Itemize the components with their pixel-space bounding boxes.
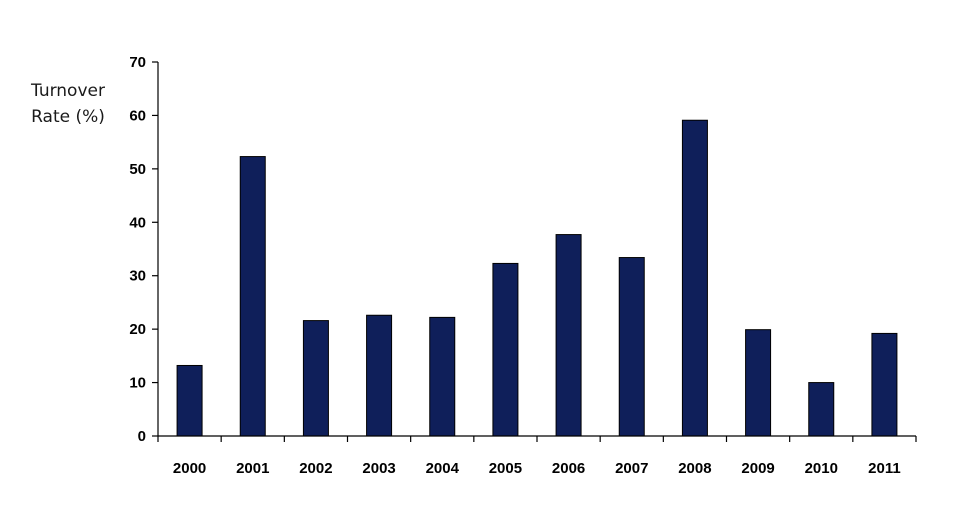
y-axis-label-line-2: Rate (%) — [31, 107, 105, 127]
x-axis-ticks: 2000 2001 2002 2003 2004 2005 2006 2007 2008 2009… — [157, 436, 917, 477]
bar-2008 — [681, 119, 708, 437]
y-tick-label: 20 — [129, 321, 146, 338]
y-axis-label: Turnover Rate (%) — [18, 78, 118, 130]
bars — [176, 119, 898, 437]
bar-2000 — [176, 364, 203, 437]
x-tick-label-2004: 2004 — [426, 460, 460, 477]
bar-2002 — [302, 320, 329, 437]
bar-2005 — [492, 262, 519, 437]
y-tick-label: 40 — [129, 214, 146, 231]
bar-2009 — [745, 329, 772, 437]
x-tick-label-2007: 2007 — [615, 460, 648, 477]
x-tick-label-2009: 2009 — [741, 460, 774, 477]
x-tick-label-2006: 2006 — [552, 460, 585, 477]
bar-2003 — [366, 314, 393, 437]
y-tick-label: 70 — [129, 54, 146, 71]
y-tick-label: 50 — [129, 161, 146, 178]
bar-2007 — [618, 257, 645, 437]
x-tick-label-2000: 2000 — [173, 460, 206, 477]
y-tick-label: 60 — [129, 107, 146, 124]
bar-2006 — [555, 234, 582, 437]
y-tick-label: 0 — [138, 428, 146, 445]
x-tick-label-2011: 2011 — [868, 460, 901, 477]
x-tick-label-2002: 2002 — [299, 460, 332, 477]
y-tick-label: 30 — [129, 268, 146, 285]
x-tick-label-2003: 2003 — [362, 460, 395, 477]
y-tick-label: 10 — [129, 375, 146, 392]
y-axis-label-line-1: Turnover — [31, 81, 105, 101]
x-tick-label-2010: 2010 — [805, 460, 838, 477]
x-tick-label-2001: 2001 — [236, 460, 269, 477]
bar-2011 — [871, 332, 898, 437]
bar-2001 — [239, 156, 266, 437]
bar-2010 — [808, 382, 835, 437]
x-tick-label-2005: 2005 — [489, 460, 522, 477]
x-tick-label-2008: 2008 — [678, 460, 711, 477]
bar-2004 — [429, 316, 456, 437]
y-axis-ticks: 0 10 20 30 40 50 60 70 — [129, 54, 158, 445]
